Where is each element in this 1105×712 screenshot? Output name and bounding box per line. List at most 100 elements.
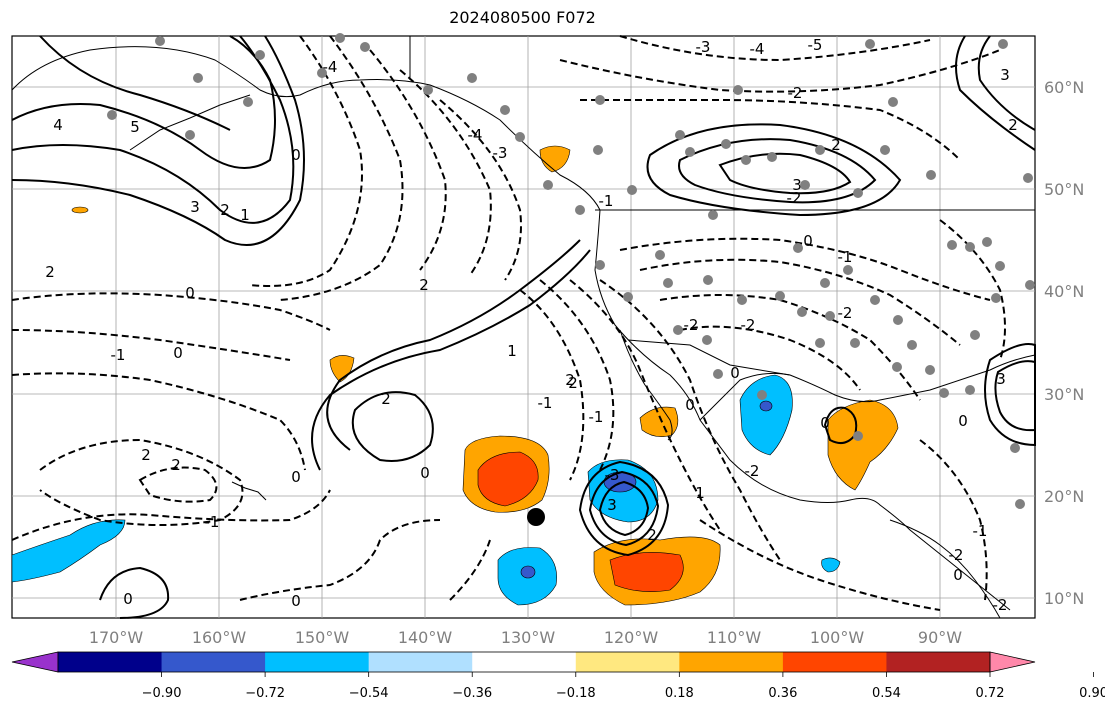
lon-tick-label: 90°W	[918, 628, 962, 647]
colorbar-tick-label: −0.72	[245, 686, 285, 701]
lon-tick-label: 150°W	[295, 628, 350, 647]
contour-label: 2	[1008, 116, 1018, 134]
contour-label: 1	[507, 342, 517, 360]
border-us-mex	[627, 339, 791, 376]
contour-pos-alaska-2	[11, 35, 305, 246]
contour-label: -2	[787, 189, 802, 207]
colorbar-tick-label: −0.54	[349, 686, 389, 701]
contour-pos-west-low	[99, 566, 170, 619]
coast-alaska	[11, 46, 1011, 611]
contour-pos-alaska-3	[11, 35, 276, 169]
contour-neg-south-1	[239, 519, 441, 601]
contour-label: 4	[53, 116, 63, 134]
contour-label: 2	[419, 276, 429, 294]
shade-orange-gulf	[827, 399, 899, 491]
contour-label: 2	[171, 456, 181, 474]
colorbar-tick-label: −0.36	[452, 686, 492, 701]
colorbar-bin	[575, 652, 680, 672]
colorbar-tick-label: −0.90	[142, 686, 182, 701]
station-dots	[107, 33, 1035, 509]
contour-label: -3	[696, 38, 711, 56]
contour-neg-canada-2	[580, 98, 961, 161]
shade-orange-bc	[539, 145, 571, 173]
coast-gulf	[699, 354, 1036, 421]
contour-pos-alaska-4	[39, 35, 231, 131]
contour-label: 3	[792, 176, 802, 194]
contour-neg-south-2	[449, 539, 491, 601]
contour-label: 2	[647, 526, 657, 544]
shade-dblue-south	[520, 565, 536, 579]
contour-label: 2	[45, 263, 55, 281]
contour-label: -4	[468, 126, 483, 144]
contour-label: 0	[185, 284, 195, 302]
contour-label: 0	[291, 592, 301, 610]
lat-tick-label: 10°N	[1044, 589, 1084, 608]
colorbar-bin	[161, 652, 266, 672]
lat-tick-label: 50°N	[1044, 180, 1084, 199]
contour-pos-east-2	[994, 360, 1036, 432]
contour-label: -2	[684, 316, 699, 334]
contour-label: 1	[695, 484, 705, 502]
contour-neg-mexico-4	[599, 279, 781, 561]
contour-label: -2	[993, 596, 1008, 614]
contour-neg-canada-3	[619, 35, 931, 62]
contour-pos-pacific-1	[326, 239, 581, 451]
contour-label: -2	[949, 546, 964, 564]
contour-label: -2	[788, 84, 803, 102]
contour-neg-2	[279, 35, 404, 301]
contour-neg-us-1	[619, 237, 991, 301]
colorbar-bin	[368, 652, 473, 672]
contour-neg-mexico-3	[569, 279, 721, 531]
contour-label: 0	[291, 146, 301, 164]
contour-label: -1	[589, 408, 604, 426]
colorbar-bin	[679, 652, 784, 672]
contour-label: -4	[750, 40, 765, 58]
lon-tick-label: 120°W	[604, 628, 659, 647]
contour-label: -1	[973, 522, 988, 540]
colorbar: −0.90 −0.72 −0.54 −0.36 −0.18 0.18 0.36 0.54 0.7…	[11, 651, 1105, 701]
contour-neg-west-6	[11, 489, 331, 541]
colorbar-tick-label: 0.18	[665, 686, 694, 701]
contour-label: 3	[1000, 66, 1010, 84]
colorbar-bin	[886, 652, 991, 672]
central-america	[889, 519, 1001, 619]
coastlines	[11, 36, 1036, 619]
contour-neg-west-1	[11, 292, 331, 331]
contour-neg-3	[369, 49, 447, 271]
colorbar-outline	[57, 651, 991, 673]
map-frame	[11, 35, 1036, 619]
coast-baja	[619, 329, 673, 441]
contour-label: -1	[111, 346, 126, 364]
contour-label: -3	[493, 144, 508, 162]
contour-label: 0	[958, 412, 968, 430]
contour-neg-west-4	[39, 438, 244, 526]
colorbar-bin	[58, 652, 163, 672]
colorbar-bin	[265, 652, 370, 672]
shade-red-hawaii-ne	[477, 451, 539, 507]
contour-neg-5	[439, 99, 522, 281]
contour-pos-east-1	[984, 343, 1036, 447]
lon-tick-labels: 170°W 160°W 150°W 140°W 130°W 120°W 110°W 100°W…	[89, 628, 962, 647]
contour-label: 0	[291, 468, 301, 486]
contour-neg-canada-1	[559, 49, 1001, 93]
colorbar-extend-low	[11, 651, 59, 673]
contour-label: 2	[565, 371, 575, 389]
contour-label: -1	[538, 394, 553, 412]
contour-pos-pacific-3	[351, 391, 434, 462]
contour-label: 0	[730, 364, 740, 382]
colorbar-tick-label: 0.72	[976, 686, 1005, 701]
contour-label: 0	[173, 344, 183, 362]
colorbar-tick-label: −0.18	[556, 686, 596, 701]
contour-pos-ne	[955, 35, 1036, 151]
contour-neg-us-2	[639, 258, 961, 346]
contour-neg-centam	[699, 519, 941, 611]
contour-label: 3	[607, 496, 617, 514]
contour-neg-mexico-2	[539, 279, 615, 471]
shade-blue-mexico	[739, 374, 793, 456]
contour-label: -5	[808, 36, 823, 54]
contour-label: 0	[953, 566, 963, 584]
lat-tick-label: 40°N	[1044, 282, 1084, 301]
